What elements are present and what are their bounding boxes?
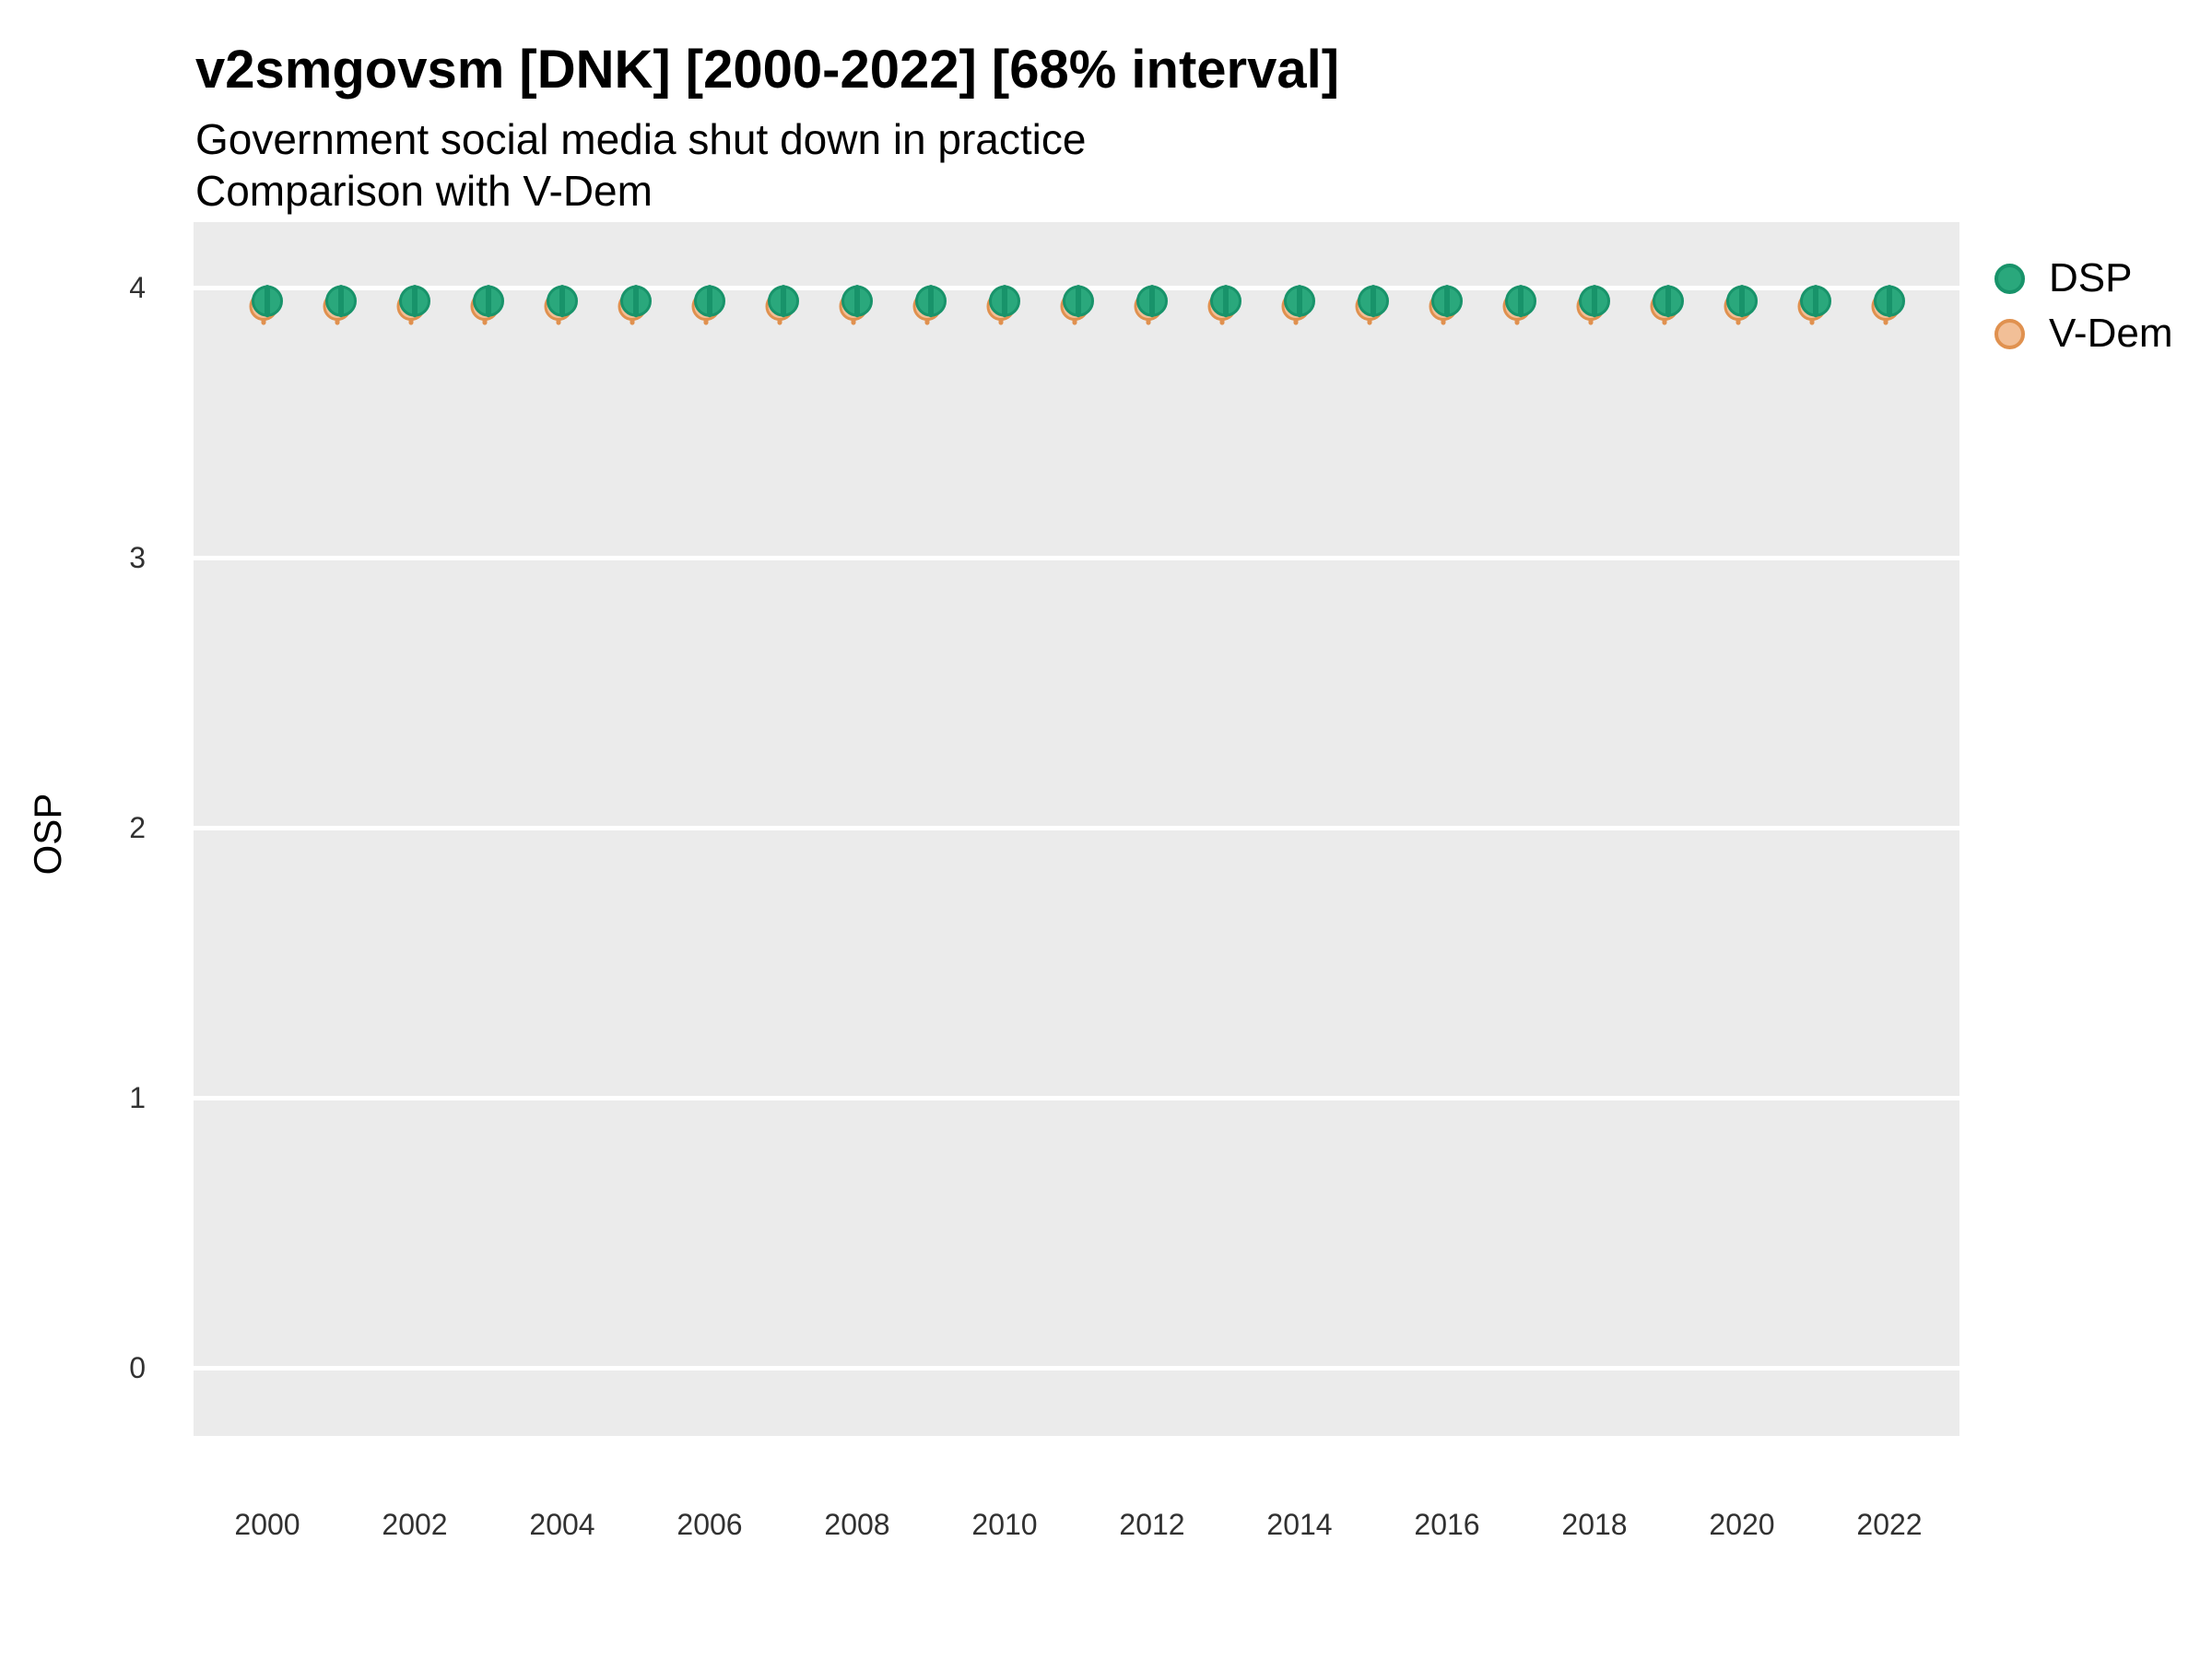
x-tick-label: 2012 bbox=[1119, 1508, 1185, 1541]
x-tick-label: 2006 bbox=[677, 1508, 743, 1541]
gridline-y-3 bbox=[194, 555, 1959, 560]
subtitle-line-2: Comparison with V-Dem bbox=[195, 167, 653, 215]
y-tick-label: 0 bbox=[129, 1350, 146, 1384]
x-tick-label: 2004 bbox=[529, 1508, 595, 1541]
legend-item-vdem: V-Dem bbox=[1994, 306, 2172, 361]
legend-item-dsp: DSP bbox=[1994, 251, 2172, 306]
legend-label-vdem: V-Dem bbox=[2049, 311, 2173, 356]
x-tick-label: 2018 bbox=[1561, 1508, 1628, 1541]
y-tick-label: 3 bbox=[129, 540, 146, 574]
x-tick-label: 2002 bbox=[382, 1508, 448, 1541]
legend-label-dsp: DSP bbox=[2049, 255, 2133, 300]
x-tick-label: 2022 bbox=[1856, 1508, 1923, 1541]
gridline-y-2 bbox=[194, 825, 1959, 830]
x-tick-label: 2008 bbox=[824, 1508, 890, 1541]
y-tick-label: 2 bbox=[129, 810, 146, 844]
x-tick-label: 2020 bbox=[1709, 1508, 1775, 1541]
x-tick-label: 2014 bbox=[1266, 1508, 1333, 1541]
gridline-y-0 bbox=[194, 1365, 1959, 1371]
y-tick-label: 1 bbox=[129, 1080, 146, 1114]
page-title: v2smgovsm [DNK] [2000-2022] [68% interva… bbox=[195, 40, 1340, 100]
subtitle-line-1: Government social media shut down in pra… bbox=[195, 115, 1087, 163]
x-tick-label: 2000 bbox=[234, 1508, 300, 1541]
x-tick-label: 2016 bbox=[1414, 1508, 1480, 1541]
vdem-legend-swatch-icon bbox=[1994, 318, 2025, 349]
dsp-legend-swatch-icon bbox=[1994, 263, 2025, 294]
x-tick-label: 2010 bbox=[971, 1508, 1038, 1541]
gridline-y-1 bbox=[194, 1095, 1959, 1100]
legend: DSP V-Dem bbox=[1994, 251, 2172, 361]
y-tick-label: 4 bbox=[129, 270, 146, 304]
